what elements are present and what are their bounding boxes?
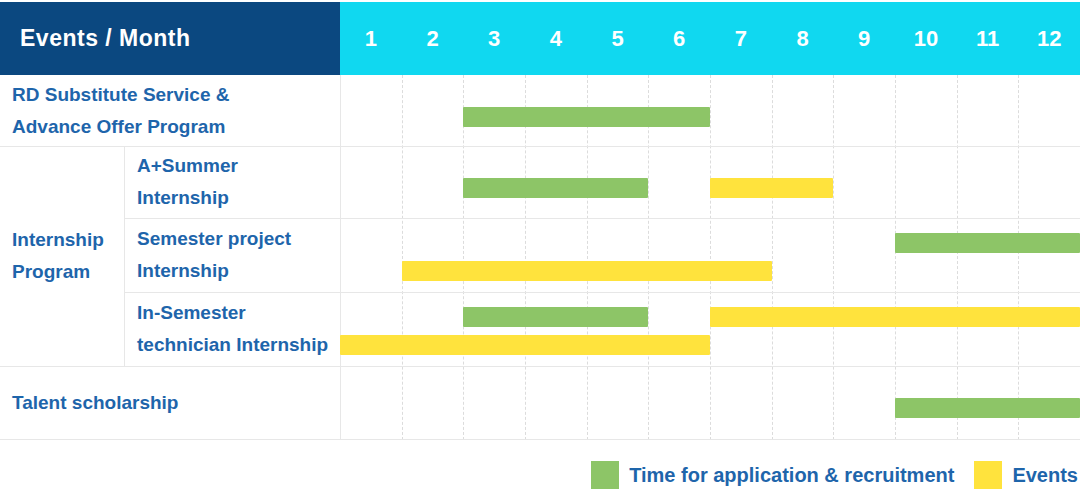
month-header-2: 2 xyxy=(402,2,464,75)
row-label: In-Semestertechnician Internship xyxy=(137,297,328,361)
recruitment-bar xyxy=(895,398,1080,418)
row-label: RD Substitute Service &Advance Offer Pro… xyxy=(12,79,230,143)
legend-swatch-recruitment xyxy=(591,461,619,489)
month-header-9: 9 xyxy=(833,2,895,75)
month-header-8: 8 xyxy=(772,2,834,75)
legend-swatch-event xyxy=(974,461,1002,489)
header-events-month-cell: Events / Month xyxy=(0,2,340,75)
legend-label-recruitment: Time for application & recruitment xyxy=(629,464,954,487)
month-header-11: 11 xyxy=(957,2,1019,75)
row-label: A+SummerInternship xyxy=(137,150,238,214)
recruitment-bar xyxy=(463,178,648,198)
month-header-row: 123456789101112 xyxy=(340,2,1080,75)
gantt-chart: Events / Month 123456789101112 Internshi… xyxy=(0,0,1080,494)
chart-body: InternshipProgram RD Substitute Service &… xyxy=(0,75,1080,440)
recruitment-bar xyxy=(895,233,1080,253)
month-header-4: 4 xyxy=(525,2,587,75)
month-header-1: 1 xyxy=(340,2,402,75)
month-header-6: 6 xyxy=(648,2,710,75)
row-label: Semester projectInternship xyxy=(137,223,291,287)
event-bar xyxy=(710,178,833,198)
recruitment-bar xyxy=(463,107,710,127)
month-header-7: 7 xyxy=(710,2,772,75)
recruitment-bar xyxy=(463,307,648,327)
event-bar xyxy=(340,335,710,355)
legend-item-event: Events xyxy=(974,461,1078,489)
month-header-5: 5 xyxy=(587,2,649,75)
legend-item-recruitment: Time for application & recruitment xyxy=(591,461,954,489)
month-header-12: 12 xyxy=(1018,2,1080,75)
event-bar xyxy=(402,261,772,281)
legend-label-event: Events xyxy=(1012,464,1078,487)
event-bar xyxy=(710,307,1080,327)
month-header-10: 10 xyxy=(895,2,957,75)
header-title: Events / Month xyxy=(20,25,191,52)
month-header-3: 3 xyxy=(463,2,525,75)
legend: Time for application & recruitment Events xyxy=(591,461,1078,489)
group-label-text: InternshipProgram xyxy=(12,224,104,288)
row-label: Talent scholarship xyxy=(12,387,178,419)
group-label-internship-program: InternshipProgram xyxy=(0,146,124,366)
